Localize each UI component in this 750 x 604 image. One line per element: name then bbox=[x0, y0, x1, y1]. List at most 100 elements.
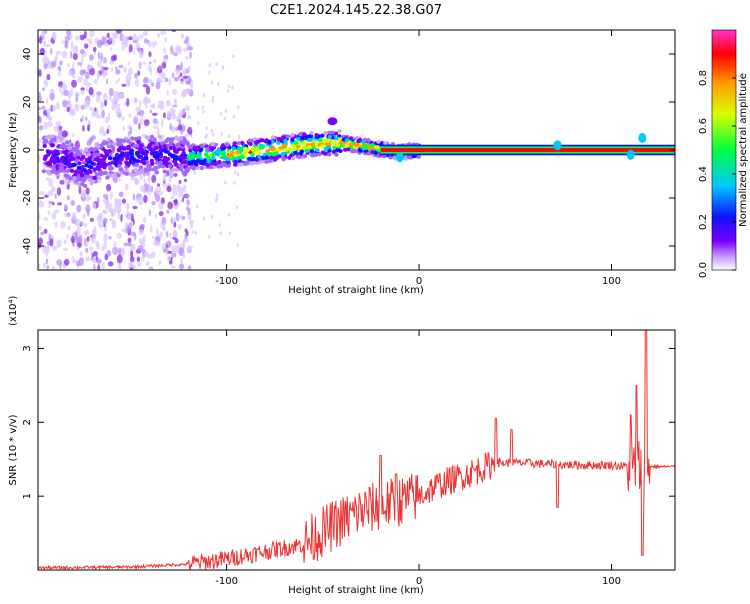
signal-dot bbox=[191, 166, 196, 171]
noise-dot bbox=[202, 109, 205, 114]
noise-dot bbox=[182, 252, 186, 259]
noise-dot bbox=[183, 178, 188, 183]
noise-dot bbox=[171, 72, 175, 79]
noise-dot bbox=[43, 217, 49, 221]
noise-dot bbox=[138, 228, 144, 236]
noise-dot bbox=[72, 75, 76, 79]
noise-dot bbox=[54, 193, 57, 199]
signal-dot bbox=[184, 167, 189, 172]
signal-dot bbox=[302, 141, 307, 145]
signal-dot bbox=[357, 138, 362, 142]
signal-dot bbox=[89, 181, 94, 186]
noise-dot bbox=[121, 83, 127, 87]
noise-dot bbox=[77, 62, 82, 66]
signal-dot bbox=[77, 161, 82, 166]
noise-dot bbox=[136, 256, 141, 263]
spectrogram-x-label: Height of straight line (km) bbox=[288, 285, 424, 296]
signal-dot bbox=[41, 169, 46, 174]
spectrogram-y-tick-label: 20 bbox=[22, 96, 33, 109]
signal-dot bbox=[344, 143, 350, 148]
noise-dot bbox=[108, 96, 112, 101]
noise-dot bbox=[56, 259, 63, 266]
noise-dot bbox=[118, 263, 122, 270]
noise-dot bbox=[132, 40, 138, 44]
noise-dot bbox=[81, 189, 87, 198]
noise-dot bbox=[60, 221, 66, 229]
noise-dot bbox=[233, 180, 236, 185]
signal-dot bbox=[145, 171, 151, 176]
noise-dot bbox=[47, 121, 53, 127]
signal-dot bbox=[154, 160, 160, 165]
noise-dot bbox=[103, 93, 108, 102]
noise-dot bbox=[145, 261, 150, 267]
noise-dot bbox=[70, 88, 74, 97]
noise-dot bbox=[114, 198, 118, 204]
signal-dot bbox=[327, 152, 332, 157]
noise-dot bbox=[123, 242, 130, 247]
noise-dot bbox=[85, 82, 92, 87]
noise-dot bbox=[51, 245, 58, 251]
noise-dot bbox=[150, 224, 153, 233]
signal-dot bbox=[86, 152, 91, 157]
noise-dot bbox=[177, 223, 182, 230]
noise-dot bbox=[101, 36, 107, 45]
signal-dot bbox=[243, 146, 248, 151]
signal-dot bbox=[96, 152, 101, 157]
signal-dot bbox=[132, 144, 137, 148]
noise-dot bbox=[85, 256, 90, 262]
signal-dot bbox=[46, 152, 51, 157]
noise-dot bbox=[111, 98, 114, 106]
noise-dot bbox=[71, 79, 77, 88]
noise-dot bbox=[140, 185, 146, 192]
signal-dot bbox=[314, 133, 319, 137]
signal-dot bbox=[176, 147, 182, 152]
carrier-bump bbox=[638, 133, 647, 143]
noise-dot bbox=[160, 118, 164, 127]
noise-dot bbox=[38, 69, 42, 77]
noise-dot bbox=[103, 233, 108, 243]
noise-dot bbox=[158, 64, 162, 71]
signal-dot bbox=[320, 144, 325, 149]
signal-dot bbox=[163, 158, 168, 163]
noise-dot bbox=[42, 40, 47, 45]
signal-dot bbox=[285, 134, 290, 139]
noise-dot bbox=[89, 217, 94, 222]
noise-dot bbox=[135, 115, 138, 120]
signal-dot bbox=[87, 177, 93, 182]
signal-dot bbox=[233, 162, 238, 167]
signal-dot bbox=[181, 150, 186, 155]
signal-dot bbox=[136, 154, 142, 159]
signal-dot bbox=[327, 134, 332, 139]
noise-dot bbox=[169, 232, 172, 239]
noise-dot bbox=[128, 44, 133, 53]
signal-dot bbox=[72, 176, 77, 181]
noise-dot bbox=[138, 122, 141, 130]
noise-dot bbox=[38, 201, 45, 208]
noise-dot bbox=[113, 90, 119, 100]
noise-dot bbox=[146, 98, 152, 104]
signal-dot bbox=[89, 161, 95, 165]
signal-dot bbox=[204, 152, 209, 157]
signal-dot bbox=[194, 154, 199, 159]
noise-dot bbox=[66, 30, 72, 36]
signal-dot bbox=[174, 149, 179, 154]
noise-dot bbox=[183, 68, 188, 76]
signal-dot bbox=[109, 173, 115, 178]
signal-dot bbox=[126, 139, 131, 144]
noise-dot bbox=[38, 125, 44, 131]
signal-dot bbox=[84, 163, 89, 168]
signal-dot bbox=[138, 165, 144, 170]
signal-dot bbox=[236, 141, 241, 146]
signal-dot bbox=[108, 164, 113, 169]
signal-dot bbox=[211, 153, 216, 158]
noise-dot bbox=[183, 107, 186, 114]
noise-dot bbox=[67, 225, 72, 231]
noise-dot bbox=[79, 251, 83, 256]
signal-dot bbox=[302, 132, 307, 137]
signal-dot bbox=[164, 139, 169, 144]
signal-blob bbox=[327, 117, 338, 126]
noise-dot bbox=[97, 51, 101, 60]
noise-dot bbox=[132, 218, 135, 226]
signal-dot bbox=[287, 155, 292, 160]
noise-dot bbox=[149, 68, 153, 76]
